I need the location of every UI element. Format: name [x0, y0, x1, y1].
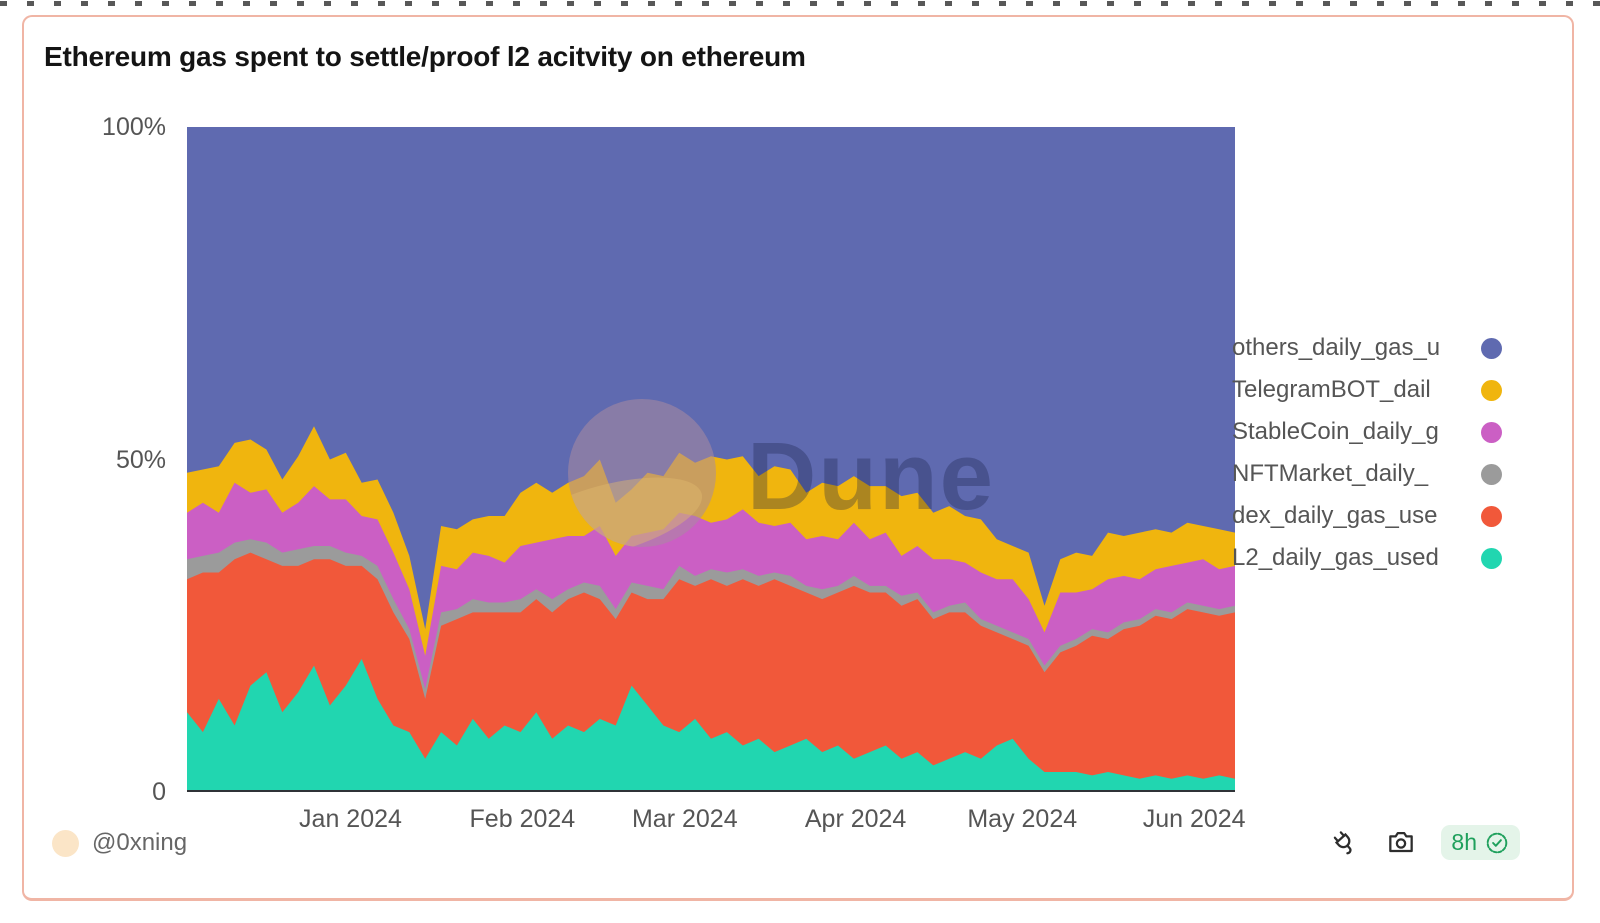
legend-label: dex_daily_gas_use — [1232, 502, 1438, 529]
legend-color-dot — [1481, 463, 1502, 485]
legend-item-dex_daily_gas_use[interactable]: dex_daily_gas_use — [1232, 495, 1502, 537]
verified-icon — [1486, 832, 1508, 853]
x-tick-label: Mar 2024 — [631, 805, 738, 833]
legend-color-dot — [1481, 547, 1502, 569]
legend-item-others_daily_gas_u[interactable]: others_daily_gas_u — [1232, 327, 1502, 369]
camera-icon[interactable] — [1385, 827, 1417, 859]
legend-item-TelegramBOT_dail[interactable]: TelegramBOT_dail — [1232, 369, 1502, 411]
x-tick-label: Feb 2024 — [469, 805, 576, 833]
plug-icon[interactable] — [1329, 827, 1361, 859]
x-tick-label: May 2024 — [967, 805, 1078, 833]
refresh-age-badge[interactable]: 8h — [1441, 825, 1520, 860]
legend-color-dot — [1481, 505, 1502, 527]
legend-item-L2_daily_gas_used[interactable]: L2_daily_gas_used — [1232, 537, 1502, 579]
legend-color-dot — [1481, 337, 1502, 359]
legend-color-dot — [1481, 421, 1502, 443]
y-tick-label: 50% — [115, 445, 166, 474]
legend-item-StableCoin_daily_g[interactable]: StableCoin_daily_g — [1232, 411, 1502, 453]
legend-item-NFTMarket_daily_[interactable]: NFTMarket_daily_ — [1232, 453, 1502, 495]
x-tick-label: Jan 2024 — [299, 805, 402, 833]
y-tick-label: 100% — [102, 113, 166, 141]
area-L2_daily_gas_used — [187, 659, 1235, 792]
legend-label: StableCoin_daily_g — [1232, 418, 1439, 445]
x-tick-label: Apr 2024 — [804, 805, 907, 833]
x-tick-label: Jun 2024 — [1142, 805, 1246, 833]
stacked-area-chart[interactable] — [187, 127, 1235, 792]
refresh-age: 8h — [1451, 829, 1477, 855]
legend-label: NFTMarket_daily_ — [1232, 460, 1429, 487]
author[interactable]: @0xning — [52, 829, 187, 857]
legend-label: others_daily_gas_u — [1232, 334, 1441, 361]
y-tick-label: 0 — [152, 778, 166, 806]
footer-actions: 8h — [1329, 825, 1520, 860]
author-handle: @0xning — [92, 829, 188, 856]
chart-card: Ethereum gas spent to settle/proof l2 ac… — [22, 15, 1574, 901]
avatar — [52, 829, 79, 857]
chart-legend: others_daily_gas_u TelegramBOT_dail Stable… — [1232, 327, 1502, 579]
chart-title: Ethereum gas spent to settle/proof l2 ac… — [44, 41, 806, 72]
legend-label: L2_daily_gas_used — [1232, 544, 1439, 571]
top-perforation-strip — [0, 1, 1600, 6]
x-axis-line — [187, 790, 1235, 792]
legend-color-dot — [1481, 379, 1502, 401]
legend-label: TelegramBOT_dail — [1232, 376, 1431, 403]
area-dex_daily_gas_use — [187, 552, 1235, 792]
plot-area[interactable]: Dune — [187, 127, 1235, 792]
